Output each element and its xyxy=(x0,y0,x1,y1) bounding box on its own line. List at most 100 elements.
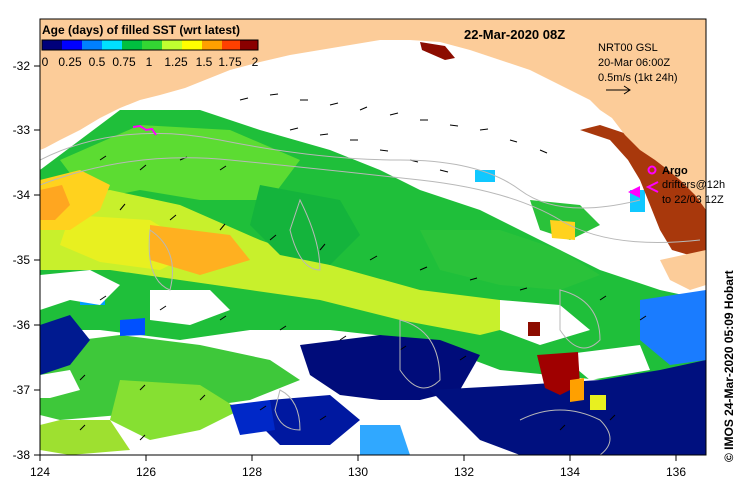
drifters-label: drifters@12h xyxy=(662,179,725,191)
contour-line xyxy=(519,409,611,455)
sst-patch xyxy=(40,315,90,375)
current-vector xyxy=(239,97,249,101)
product-label: NRT00 GSL xyxy=(598,42,658,54)
contour-line xyxy=(559,289,601,349)
argo-label: Argo xyxy=(662,165,688,177)
current-vectors xyxy=(79,93,647,441)
colorbar-tick-label: 1 xyxy=(146,55,153,69)
current-vector xyxy=(259,405,267,411)
date-label: 22-Mar-2020 08Z xyxy=(464,27,565,42)
colorbar-tick-label: 2 xyxy=(252,55,259,69)
current-vector xyxy=(539,149,548,154)
colorbar-swatch xyxy=(62,40,82,50)
x-tick-label: 132 xyxy=(454,465,474,479)
colorbar-swatch xyxy=(122,40,142,50)
bathymetry-contours xyxy=(40,132,701,455)
no-data-gap xyxy=(500,300,590,345)
colorbar-swatch xyxy=(102,40,122,50)
x-tick-label: 130 xyxy=(348,465,368,479)
current-vector xyxy=(319,243,326,251)
y-tick-label: -38 xyxy=(13,448,31,462)
y-axis xyxy=(34,65,40,456)
info-block: NRT00 GSL 20-Mar 06:00Z 0.5m/s (1kt 24h) xyxy=(598,42,677,95)
sst-patch xyxy=(420,42,455,60)
credit-text: © IMOS 24-Mar-2020 05:09 Hobart xyxy=(722,270,736,462)
contour-line xyxy=(40,132,641,209)
colorbar-tick-label: 1.25 xyxy=(164,55,188,69)
coastal-age-patch xyxy=(580,125,706,260)
sst-patch xyxy=(590,395,606,410)
x-tick-label: 136 xyxy=(666,465,686,479)
sst-patch xyxy=(528,322,540,336)
current-vector xyxy=(159,305,167,311)
current-vector xyxy=(469,277,478,281)
current-vector xyxy=(329,102,339,106)
current-vector xyxy=(559,424,566,431)
colorbar-tick-label: 0.5 xyxy=(89,55,106,69)
current-vector xyxy=(269,93,279,96)
current-vector xyxy=(269,234,277,241)
colorbar-frame xyxy=(41,39,259,51)
current-vector xyxy=(639,315,647,321)
argo-icon xyxy=(647,165,657,175)
sst-patch xyxy=(40,190,540,335)
colorbar-title: Age (days) of filled SST (wrt latest) xyxy=(42,23,240,37)
colorbar-swatches xyxy=(41,39,259,51)
track-legend: Argo drifters@12h to 22/03 12Z xyxy=(645,165,725,206)
contour-line xyxy=(148,229,173,291)
y-tick-label: -37 xyxy=(13,383,31,397)
no-data-gap xyxy=(150,290,230,325)
current-vector xyxy=(389,112,399,116)
sst-patch xyxy=(260,395,360,445)
colorbar: Age (days) of filled SST (wrt latest) 0 … xyxy=(41,23,259,69)
colorbar-tick-label: 0.25 xyxy=(58,55,82,69)
current-vector xyxy=(379,149,389,152)
current-vector xyxy=(399,345,407,351)
colorbar-swatch xyxy=(222,40,240,50)
sst-patch xyxy=(40,420,130,455)
current-vector xyxy=(169,214,177,221)
colorbar-swatch xyxy=(82,40,102,50)
sst-patch xyxy=(640,290,706,365)
colorbar-tick-label: 0 xyxy=(42,55,49,69)
current-vector xyxy=(219,223,226,231)
colorbar-swatch xyxy=(162,40,182,50)
current-vector xyxy=(79,374,86,381)
x-tick-label: 134 xyxy=(560,465,580,479)
x-axis-labels: 124 126 128 130 132 134 136 xyxy=(30,465,686,479)
y-tick-label: -35 xyxy=(13,253,31,267)
colorbar-swatch xyxy=(182,40,202,50)
current-vector xyxy=(219,165,227,171)
sst-patch xyxy=(230,400,275,435)
current-vector xyxy=(449,124,459,127)
sst-patch xyxy=(475,170,495,182)
current-vector xyxy=(369,255,378,261)
map-plot-area xyxy=(40,19,706,455)
colorbar-swatch xyxy=(142,40,162,50)
current-vector xyxy=(79,424,86,431)
current-vector xyxy=(419,266,428,271)
colorbar-tick-label: 1.75 xyxy=(218,55,242,69)
sst-patch xyxy=(530,200,600,240)
land-mass xyxy=(660,250,706,290)
no-data-gap xyxy=(40,370,80,398)
sst-patch xyxy=(110,380,240,440)
sst-patch xyxy=(250,185,360,265)
current-vector xyxy=(319,133,329,136)
x-axis xyxy=(39,455,677,461)
current-vector xyxy=(339,335,347,341)
sst-patch xyxy=(537,352,580,395)
current-vector xyxy=(279,325,287,331)
colorbar-tick-label: 1.5 xyxy=(196,55,213,69)
colorbar-swatch xyxy=(42,40,62,50)
sst-patch xyxy=(40,185,70,220)
contour-line xyxy=(289,198,321,271)
current-vector xyxy=(519,287,528,291)
current-vector xyxy=(599,295,607,301)
current-vector xyxy=(459,355,467,361)
current-vector xyxy=(139,434,146,441)
drifter-marker xyxy=(628,186,640,198)
colorbar-swatch xyxy=(240,40,258,50)
current-vector xyxy=(479,128,489,131)
